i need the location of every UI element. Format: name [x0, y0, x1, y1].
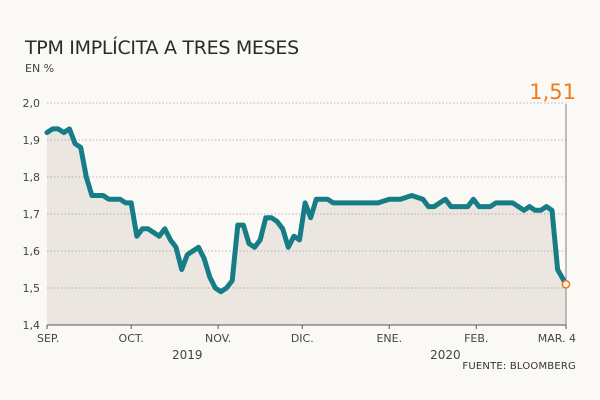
x-tick-label: FEB. [464, 332, 488, 345]
area-fill [47, 128, 566, 325]
source-note: FUENTE: BLOOMBERG [462, 361, 576, 372]
x-tick-label: DIC. [291, 332, 314, 345]
y-tick-label: 1,9 [23, 134, 41, 147]
year-label: 2019 [172, 348, 203, 362]
y-tick-label: 2,0 [23, 97, 41, 110]
x-tick-label: MAR. 4 [538, 332, 576, 345]
x-tick-label: OCT. [119, 332, 144, 345]
series-line [44, 126, 569, 295]
y-tick-label: 1,5 [23, 282, 41, 295]
y-tick-label: 1,8 [23, 171, 41, 184]
x-tick-label: ENE. [376, 332, 402, 345]
y-tick-label: 1,6 [23, 245, 41, 258]
chart-title: TPM IMPLÍCITA A TRES MESES [25, 37, 299, 59]
chart-subtitle: EN % [25, 62, 55, 75]
x-tick-label: NOV. [205, 332, 231, 345]
end-value-label: 1,51 [529, 80, 576, 104]
y-tick-label: 1,7 [23, 208, 41, 221]
year-label: 2020 [430, 348, 461, 362]
x-tick-label: SEP. [37, 332, 59, 345]
y-tick-label: 1,4 [23, 319, 41, 332]
end-point [561, 279, 571, 289]
